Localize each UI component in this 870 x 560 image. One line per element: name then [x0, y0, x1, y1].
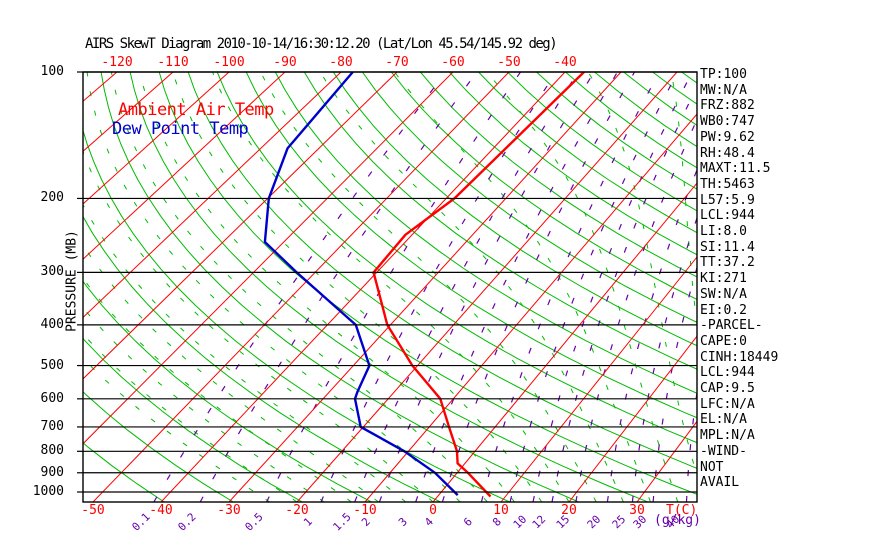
pressure-tick-700: 700: [40, 418, 64, 434]
stat-line-25: NOT: [700, 459, 724, 475]
top-isotherm-label--100: -100: [213, 55, 245, 70]
curve-ambient-air-temp: [372, 72, 585, 498]
stat-line-21: LFC:N/A: [700, 396, 755, 412]
pressure-tick-1000: 1000: [32, 484, 64, 499]
pressure-tick-100: 100: [40, 64, 64, 79]
bottom-isotherm-label--50: -50: [81, 503, 105, 518]
bottom-isotherm-label-0: 0: [429, 503, 437, 518]
stat-line-23: MPL:N/A: [700, 428, 755, 444]
top-isotherm-label--60: -60: [441, 55, 465, 70]
stat-line-26: AVAIL: [700, 475, 740, 491]
stat-line-14: SW:N/A: [700, 286, 747, 302]
bottom-isotherm-label-30: 30: [629, 503, 645, 518]
stat-line-19: LCL:944: [700, 365, 755, 381]
pressure-tick-800: 800: [40, 443, 64, 459]
stat-line-9: LCL:944: [700, 208, 755, 224]
stat-line-0: TP:100: [700, 67, 747, 82]
stat-line-4: PW:9.62: [700, 129, 755, 145]
top-isotherm-label--40: -40: [553, 55, 577, 70]
stat-line-22: EL:N/A: [700, 412, 747, 428]
pressure-tick-600: 600: [40, 390, 64, 406]
bottom-isotherm-label--40: -40: [149, 503, 173, 518]
bottom-isotherm-label-20: 20: [561, 503, 577, 518]
pressure-tick-900: 900: [40, 464, 64, 480]
stats-panel: TP:100 MW:N/A FRZ:882 WB0:747 PW:9.62 RH:48.4…: [700, 67, 778, 491]
bottom-isotherm-label--20: -20: [285, 503, 309, 518]
stat-line-12: TT:37.2: [700, 255, 755, 271]
stat-line-16: -PARCEL-: [700, 318, 763, 334]
top-isotherm-label--70: -70: [385, 55, 409, 70]
temp-unit-label: T(C): [666, 503, 698, 518]
stat-line-2: FRZ:882: [700, 98, 755, 114]
pressure-tick-200: 200: [40, 190, 64, 206]
bottom-isotherm-label--10: -10: [353, 503, 377, 518]
stat-line-11: SI:11.4: [700, 239, 755, 255]
pressure-axis-title: PRESSURE (MB): [64, 230, 80, 332]
stat-line-8: L57:5.9: [700, 192, 755, 208]
top-isotherm-label--50: -50: [497, 55, 521, 70]
stat-line-18: CINH:18449: [700, 349, 779, 365]
bottom-isotherm-label--30: -30: [217, 503, 241, 518]
mixing-ratio-unit-label: (g/kg): [654, 513, 701, 528]
stat-line-10: LI:8.0: [700, 224, 747, 240]
stat-line-3: WB0:747: [700, 114, 755, 130]
bottom-isotherm-label-10: 10: [493, 503, 509, 518]
stat-line-7: TH:5463: [700, 176, 755, 192]
stat-line-1: MW:N/A: [700, 82, 747, 98]
top-isotherm-label--120: -120: [101, 55, 133, 70]
stat-line-5: RH:48.4: [700, 145, 755, 161]
pressure-tick-400: 400: [40, 316, 64, 332]
top-isotherm-label--80: -80: [329, 55, 353, 70]
top-isotherm-label--110: -110: [157, 55, 189, 70]
top-isotherm-label--90: -90: [273, 55, 297, 70]
stat-line-13: KI:271: [700, 271, 747, 287]
pressure-tick-500: 500: [40, 357, 64, 373]
stat-line-6: MAXT:11.5: [700, 161, 771, 177]
stat-line-20: CAP:9.5: [700, 381, 755, 397]
legend-dew-point-temp: Dew Point Temp: [112, 119, 249, 139]
stat-line-15: EI:0.2: [700, 302, 747, 318]
page-title: AIRS SkewT Diagram 2010-10-14/16:30:12.2…: [85, 36, 558, 52]
pressure-tick-300: 300: [40, 264, 64, 280]
legend-ambient-air-temp: Ambient Air Temp: [118, 100, 274, 120]
stat-line-24: -WIND-: [700, 443, 747, 459]
stat-line-17: CAPE:0: [700, 333, 747, 349]
